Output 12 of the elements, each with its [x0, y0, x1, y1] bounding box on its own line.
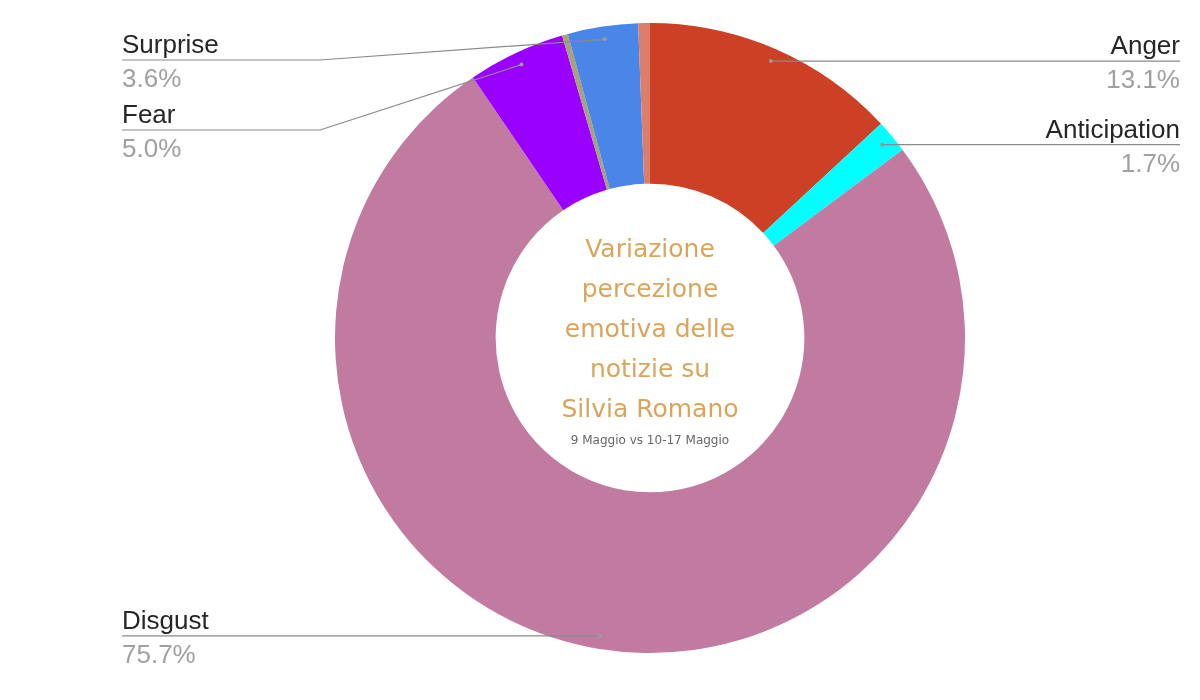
data-label: 3.6% [122, 63, 182, 93]
slice-label: Surprise [122, 29, 219, 59]
data-label: 75.7% [122, 638, 196, 669]
text: Variazione percezione emotiva delle notizie su Silvia Romano [560, 233, 740, 425]
data-label: 13.1% [1106, 64, 1180, 95]
slice-label: Disgust [122, 604, 210, 635]
data-label: 5.0% [122, 133, 182, 163]
slice-label: Fear [122, 99, 176, 129]
data-label: 1.7% [1120, 147, 1180, 178]
text: 9 Maggio vs 10-17 Maggio [569, 433, 731, 447]
slice-label: Anger [1110, 30, 1181, 61]
slice-label: Anticipation [1045, 113, 1180, 144]
